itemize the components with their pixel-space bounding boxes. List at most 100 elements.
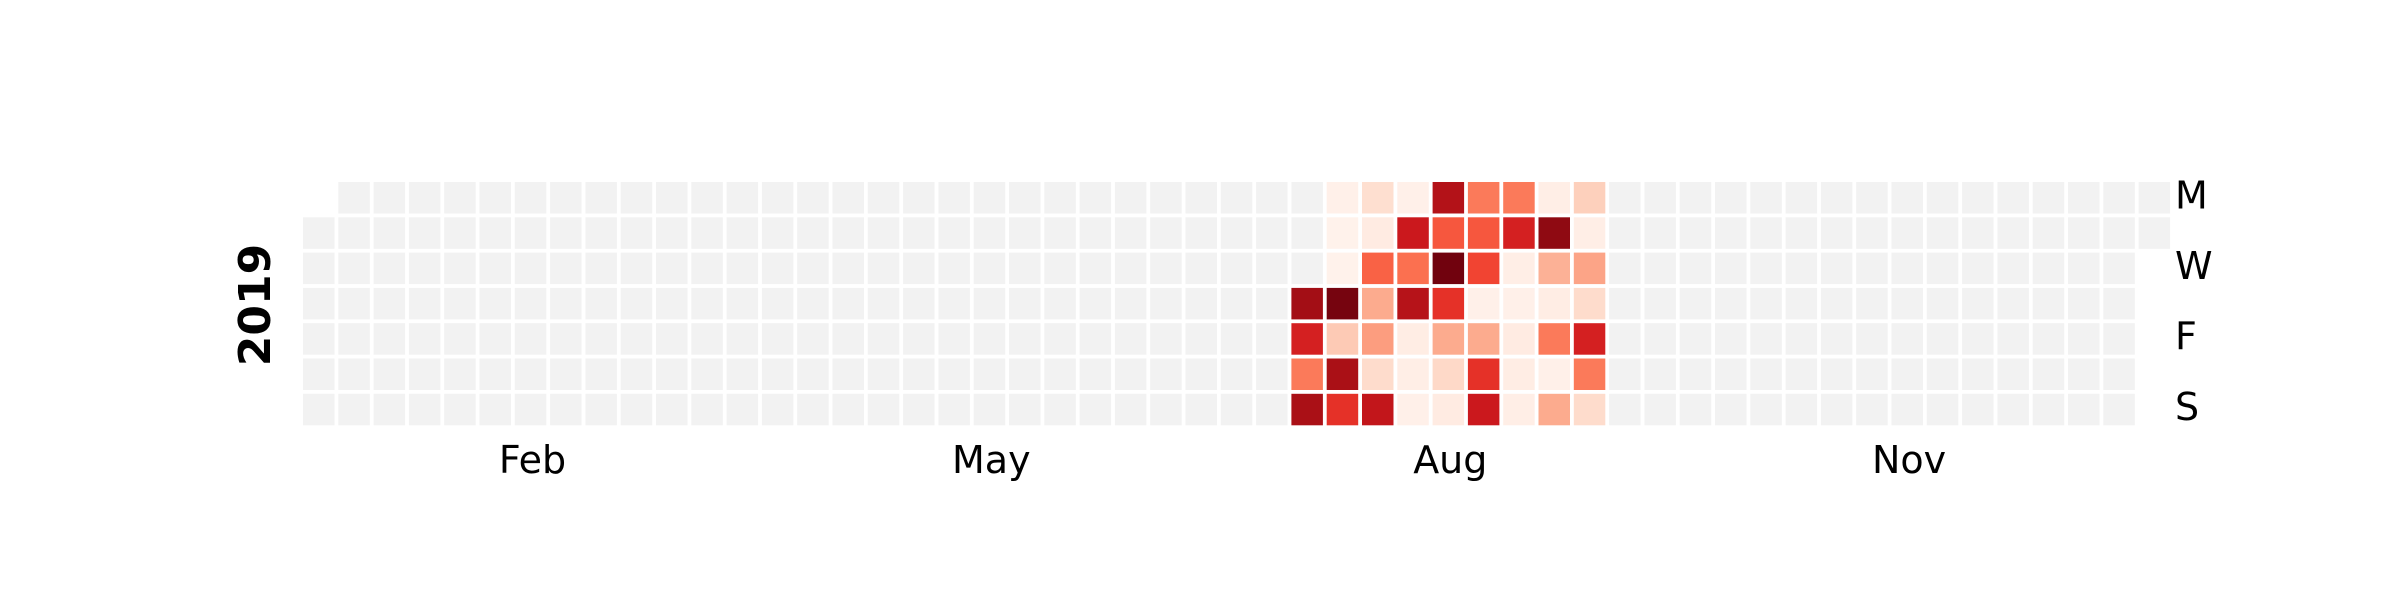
heatmap-cell [656,182,688,214]
heatmap-cell [338,287,370,320]
heatmap-cell [973,217,1006,249]
heatmap-cell [1326,358,1359,390]
heatmap-cell [1926,217,1959,249]
heatmap-cell [2032,393,2065,426]
heatmap-cell [303,217,335,249]
heatmap-cell [1326,323,1359,355]
heatmap-cell [338,252,370,285]
heatmap-cell [1397,287,1429,320]
heatmap-cell [1503,287,1535,320]
heatmap-cell [1750,358,1782,390]
heatmap-cell [1785,182,1818,214]
heatmap-cell [303,323,335,355]
heatmap-cell [1785,287,1818,320]
heatmap-cell [1432,287,1465,320]
heatmap-cell [338,217,370,249]
heatmap-cell [620,323,653,355]
heatmap-cell [1326,252,1359,285]
heatmap-cell [1009,217,1041,249]
heatmap-cell [903,393,935,426]
heatmap-cell [1820,323,1853,355]
heatmap-cell [832,393,864,426]
heatmap-cell [1397,182,1429,214]
heatmap-cell [408,217,441,249]
heatmap-cell [832,182,864,214]
heatmap-cell [1009,287,1041,320]
heatmap-cell [1891,287,1923,320]
heatmap-cell [1856,393,1888,426]
heatmap-cell [408,323,441,355]
heatmap-cell [1150,217,1182,249]
heatmap-cell [2103,287,2135,320]
heatmap-cell [1185,252,1217,285]
heatmap-cell [1926,182,1959,214]
heatmap-cell [1573,182,1606,214]
heatmap-cell [1891,358,1923,390]
heatmap-cell [1362,182,1394,214]
heatmap-cell [1538,287,1570,320]
heatmap-cell [303,393,335,426]
heatmap-cell [1785,393,1818,426]
heatmap-cell [726,323,759,355]
heatmap-cell [338,393,370,426]
heatmap-cell [832,323,864,355]
heatmap-cell [1785,252,1818,285]
heatmap-cell [1291,358,1323,390]
heatmap-cell [1503,358,1535,390]
heatmap-cell [1679,358,1712,390]
heatmap-cell [726,358,759,390]
heatmap-cell [620,217,653,249]
heatmap-cell [2103,358,2135,390]
heatmap-cell [1079,393,1112,426]
heatmap-cell [1432,323,1465,355]
heatmap-cell [1256,287,1288,320]
heatmap-cell [514,358,547,390]
heatmap-cell [1114,358,1147,390]
heatmap-cell [2068,287,2100,320]
heatmap-cell [1009,358,1041,390]
heatmap-cell [1256,252,1288,285]
heatmap-cell [1856,252,1888,285]
y-tick-label: F [2175,314,2197,358]
heatmap-cell [691,323,723,355]
heatmap-cell [1926,252,1959,285]
heatmap-cell [656,393,688,426]
heatmap-cell [1644,217,1676,249]
heatmap-cell [1962,358,1994,390]
heatmap-cell [373,182,406,214]
heatmap-cell [1044,217,1076,249]
heatmap-cell [1185,182,1217,214]
heatmap-cell [1503,182,1535,214]
heatmap-cell [1785,358,1818,390]
heatmap-cell [2032,182,2065,214]
heatmap-cell [2032,252,2065,285]
heatmap-cell [1538,182,1570,214]
heatmap-cell [656,252,688,285]
heatmap-cell [973,358,1006,390]
heatmap-cell [1185,358,1217,390]
heatmap-cell [514,323,547,355]
heatmap-cell [1220,358,1253,390]
heatmap-cell [1679,182,1712,214]
heatmap-cell [867,182,900,214]
heatmap-cell [938,393,970,426]
heatmap-cell [656,358,688,390]
heatmap-cell [1114,393,1147,426]
heatmap-cell [1750,217,1782,249]
x-tick-label: Aug [1413,438,1487,482]
heatmap-cell [408,358,441,390]
heatmap-cell [1997,287,2029,320]
heatmap-cell [1220,217,1253,249]
heatmap-cell [1891,323,1923,355]
heatmap-cell [585,393,617,426]
heatmap-cell [1397,252,1429,285]
heatmap-cell [903,182,935,214]
heatmap-cell [761,323,794,355]
heatmap-cell [1750,323,1782,355]
heatmap-cell [1362,358,1394,390]
heatmap-cell [1044,358,1076,390]
heatmap-cell [1573,358,1606,390]
heatmap-cell [1397,323,1429,355]
heatmap-cell [1609,182,1641,214]
